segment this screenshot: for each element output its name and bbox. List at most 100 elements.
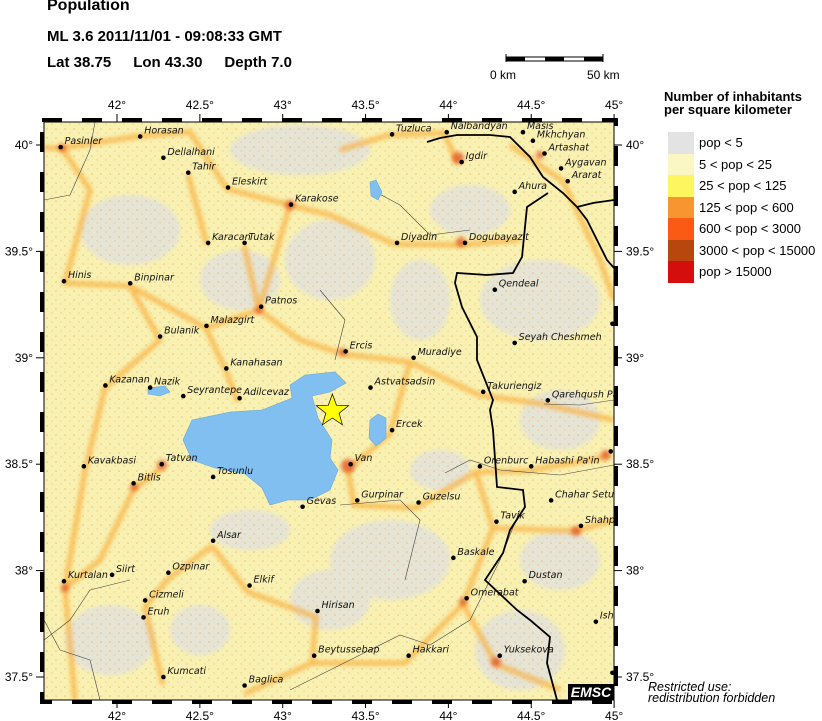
city-dot [520, 129, 526, 135]
city-dot [258, 304, 264, 310]
city-marker: Habashi Pa'in [528, 455, 600, 469]
city-marker: Ahura [512, 181, 547, 195]
lat-label-right: 40° [626, 138, 644, 152]
city-marker: Nalbandyan [444, 121, 508, 135]
lon-label-top: 42° [108, 98, 126, 112]
city-label: Baskale [457, 547, 494, 558]
city-marker: Tutak [242, 232, 275, 246]
city-dot [578, 523, 584, 529]
city-marker: Tavik [494, 511, 525, 524]
city-marker: Qendeal [492, 279, 539, 293]
city-label: Muradiye [418, 347, 462, 358]
city-dot [416, 500, 421, 505]
city-marker: Qarehqush Pa [545, 389, 619, 403]
city-label: Tatvan [166, 453, 198, 464]
restricted-notice: Restricted use: redistribution forbidden [648, 681, 775, 705]
city-label: Kurtalan [68, 570, 108, 581]
city-dot [548, 498, 554, 503]
city-dot [161, 674, 166, 680]
city-label: Malazgirt [210, 315, 255, 326]
legend-item: pop > 15000 [668, 261, 772, 283]
legend-swatch [668, 218, 694, 240]
city-marker: Kumcati [161, 666, 206, 680]
city-label: Qarehqush Pa [552, 389, 619, 400]
city-marker: Van [348, 453, 372, 467]
lon-label-bottom: 44° [439, 709, 457, 721]
city-marker: Aygavan [558, 157, 607, 171]
depth-label: Depth 7.0 [224, 54, 292, 71]
map-title: Population [47, 0, 130, 14]
roads [44, 129, 614, 700]
city-marker: Kanahasan [224, 357, 283, 371]
city-marker: Takuriengiz [480, 381, 542, 395]
city-marker: Alsar [210, 530, 242, 544]
axis-ticks: 42° 42° 42.5° 42.5° 43° 43° 43.5° 43.5° 44° 44° 44… [5, 98, 655, 721]
legend-item: pop < 5 [668, 132, 743, 154]
city-label: Shahpu [585, 515, 621, 526]
lake-van [182, 371, 347, 506]
city-dot [389, 132, 395, 137]
legend-title-line2: per square kilometer [664, 102, 792, 117]
city-label: Ercis [350, 340, 373, 351]
city-marker: Karakose [288, 194, 339, 207]
city-dot [610, 321, 614, 327]
city-marker: Dogubayazit [462, 232, 530, 246]
city-label: Igdir [466, 151, 489, 162]
city-dot [477, 464, 483, 469]
city-dot [204, 323, 209, 329]
scale-end-label: 50 km [587, 68, 620, 82]
city-dot [545, 398, 551, 403]
lon-label-bottom: 45° [605, 709, 623, 721]
city-marker: K [608, 449, 614, 454]
city-dot [480, 389, 486, 395]
lat-label-right: 39.5° [626, 244, 654, 258]
city-dot [444, 129, 450, 135]
city-marker: Nazik [147, 377, 181, 390]
city-label: Eleskirt [232, 177, 268, 188]
city-marker: Seyrantepe [180, 385, 242, 399]
city-marker: Gevas [300, 496, 336, 510]
city-dot [166, 570, 171, 576]
city-label: Aygavan [564, 157, 606, 168]
city-dot [565, 178, 571, 184]
city-dot [348, 461, 353, 467]
city-label: Kavakbasi [88, 455, 136, 466]
city-marker: Kurtalan [61, 570, 108, 584]
city-label: Beytussebap [318, 645, 379, 656]
city-dot [315, 608, 320, 614]
city-dot [343, 349, 348, 354]
city-label: Baglica [249, 675, 284, 686]
city-label: Binpinar [134, 272, 175, 283]
city-label: Takuriengiz [487, 381, 542, 392]
city-dot [141, 615, 146, 620]
city-label: Chahar Setun [555, 489, 620, 500]
city-marker: Ishg [593, 611, 614, 624]
city-dot [161, 155, 166, 161]
city-label: Omerabat [471, 587, 520, 598]
city-label: Ararat [571, 170, 603, 181]
city-label: Dellalhani [167, 147, 215, 158]
legend-item: 600 < pop < 3000 [668, 218, 801, 240]
lake-ercek [368, 413, 387, 447]
city-dot [210, 538, 216, 544]
legend-swatch [668, 153, 694, 175]
legend-label: pop < 5 [699, 135, 743, 151]
city-marker: Siirt [109, 564, 136, 578]
city-label: Pasinler [65, 136, 104, 147]
city-label: Tosunlu [217, 466, 253, 477]
city-dot [225, 185, 231, 190]
legend-label: 125 < pop < 600 [699, 199, 794, 215]
city-dot [131, 481, 136, 486]
lake-nazik [147, 385, 171, 397]
city-dot [300, 504, 305, 510]
lon-label-bottom: 42° [108, 709, 126, 721]
city-label: Dogubayazit [469, 232, 530, 243]
city-label: Nalbandyan [451, 121, 508, 132]
city-label: Adilcevaz [243, 387, 290, 398]
city-dot [530, 138, 536, 144]
lakes [147, 179, 387, 506]
city-label: Kanahasan [230, 357, 282, 368]
city-label: Eruh [148, 606, 170, 617]
city-marker: Elkif [247, 574, 275, 588]
legend-swatch [668, 261, 694, 283]
